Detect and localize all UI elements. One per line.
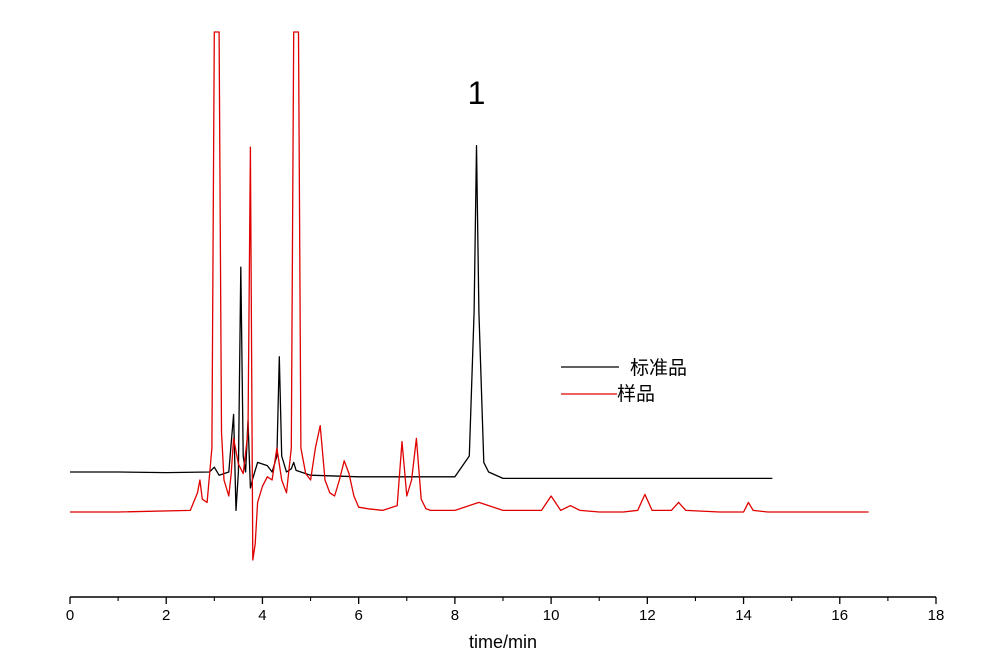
series-line-sample — [70, 31, 869, 561]
legend: 标准品 样品 — [561, 357, 687, 405]
x-tick-label: 2 — [162, 607, 170, 624]
x-tick-label: 14 — [735, 607, 752, 624]
x-tick-label: 6 — [354, 607, 362, 624]
legend-item-sample: 样品 — [561, 383, 655, 405]
x-tick-label: 4 — [258, 607, 266, 624]
x-axis-title: time/min — [469, 632, 537, 652]
x-tick-label: 18 — [928, 607, 945, 624]
x-ticks: 0 2 4 6 8 10 12 14 16 18 — [66, 597, 945, 624]
legend-item-standard: 标准品 — [561, 357, 687, 379]
x-tick-label: 0 — [66, 607, 74, 624]
legend-label-sample: 样品 — [617, 383, 655, 405]
x-tick-label: 8 — [451, 607, 459, 624]
x-tick-label: 16 — [831, 607, 848, 624]
x-tick-label: 10 — [543, 607, 560, 624]
legend-label-standard: 标准品 — [630, 357, 687, 379]
series-line-standard — [70, 144, 773, 512]
x-axis: 0 2 4 6 8 10 12 14 16 18 time/min — [66, 596, 945, 652]
series-layer — [70, 31, 869, 561]
x-tick-label: 12 — [639, 607, 656, 624]
peak-label-1: 1 — [468, 75, 486, 111]
